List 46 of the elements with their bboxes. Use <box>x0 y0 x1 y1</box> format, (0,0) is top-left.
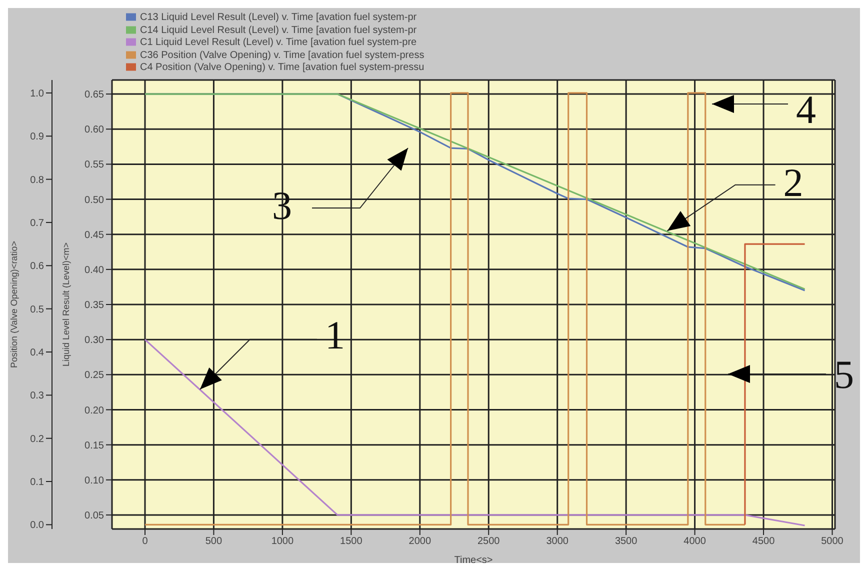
y-tick-label: 0.60 <box>84 124 104 136</box>
y-tick-label: 0.50 <box>84 194 104 206</box>
x-tick-label: 1000 <box>271 536 294 548</box>
y-axis-title: Liquid Level Result (Level)<m> <box>61 242 72 367</box>
y-tick-label: 0.05 <box>84 510 104 522</box>
y-tick-label: 0.25 <box>84 370 104 382</box>
x-tick-label: 4500 <box>752 536 776 548</box>
y-tick-label: 0.65 <box>84 90 104 101</box>
legend-label: C14 Liquid Level Result (Level) v. Time [avation fuel system-pr <box>140 24 417 36</box>
legend-label: C13 Liquid Level Result (Level) v. Time [avation fuel system-pr <box>140 12 417 23</box>
y2-axis-title: Position (Valve Opening)<ratio> <box>9 241 20 368</box>
y2-tick-label: 0.3 <box>30 390 44 402</box>
x-tick-label: 1500 <box>340 536 363 548</box>
y2-tick-label: 0.9 <box>30 132 44 143</box>
y2-tick-label: 0.1 <box>30 477 44 488</box>
x-tick-label: 2500 <box>477 536 500 548</box>
y-tick-label: 0.20 <box>84 405 104 416</box>
annotation: 2 <box>783 160 804 205</box>
y2-tick-label: 0.2 <box>30 434 44 445</box>
x-tick-label: 2000 <box>408 536 432 548</box>
y-tick-label: 0.40 <box>84 264 104 276</box>
y2-tick-label: 0.7 <box>30 218 44 230</box>
y-tick-label: 0.10 <box>84 475 104 486</box>
y-tick-label: 0.30 <box>84 335 104 346</box>
legend-label: C1 Liquid Level Result (Level) v. Time [avation fuel system-pre <box>140 37 417 48</box>
y-tick-label: 0.55 <box>84 160 104 171</box>
x-tick-label: 3000 <box>546 536 569 548</box>
y2-tick-label: 1.0 <box>30 88 44 100</box>
x-tick-label: 5000 <box>821 536 844 548</box>
y-tick-label: 0.45 <box>84 230 104 241</box>
x-tick-label: 4000 <box>684 536 706 548</box>
legend-label: C4 Position (Valve Opening) v. Time [avation fuel system-pressu <box>140 62 424 73</box>
y2-tick-label: 0.8 <box>30 174 44 186</box>
x-tick-label: 500 <box>205 536 222 548</box>
legend-label: C36 Position (Valve Opening) v. Time [avation fuel system-press <box>140 50 424 60</box>
y2-tick-label: 0.5 <box>30 304 44 316</box>
x-tick-label: 0 <box>142 536 148 548</box>
y2-tick-label: 0.4 <box>30 348 44 359</box>
y-tick-label: 0.15 <box>84 440 104 452</box>
annotation: 4 <box>796 87 816 132</box>
annotation: 5 <box>834 352 854 397</box>
x-axis-title: Time<s> <box>454 555 493 566</box>
x-tick-label: 3500 <box>614 536 638 548</box>
y-tick-label: 0.35 <box>84 300 104 312</box>
y2-tick-label: 0.0 <box>30 520 44 532</box>
y2-tick-label: 0.6 <box>30 261 44 272</box>
